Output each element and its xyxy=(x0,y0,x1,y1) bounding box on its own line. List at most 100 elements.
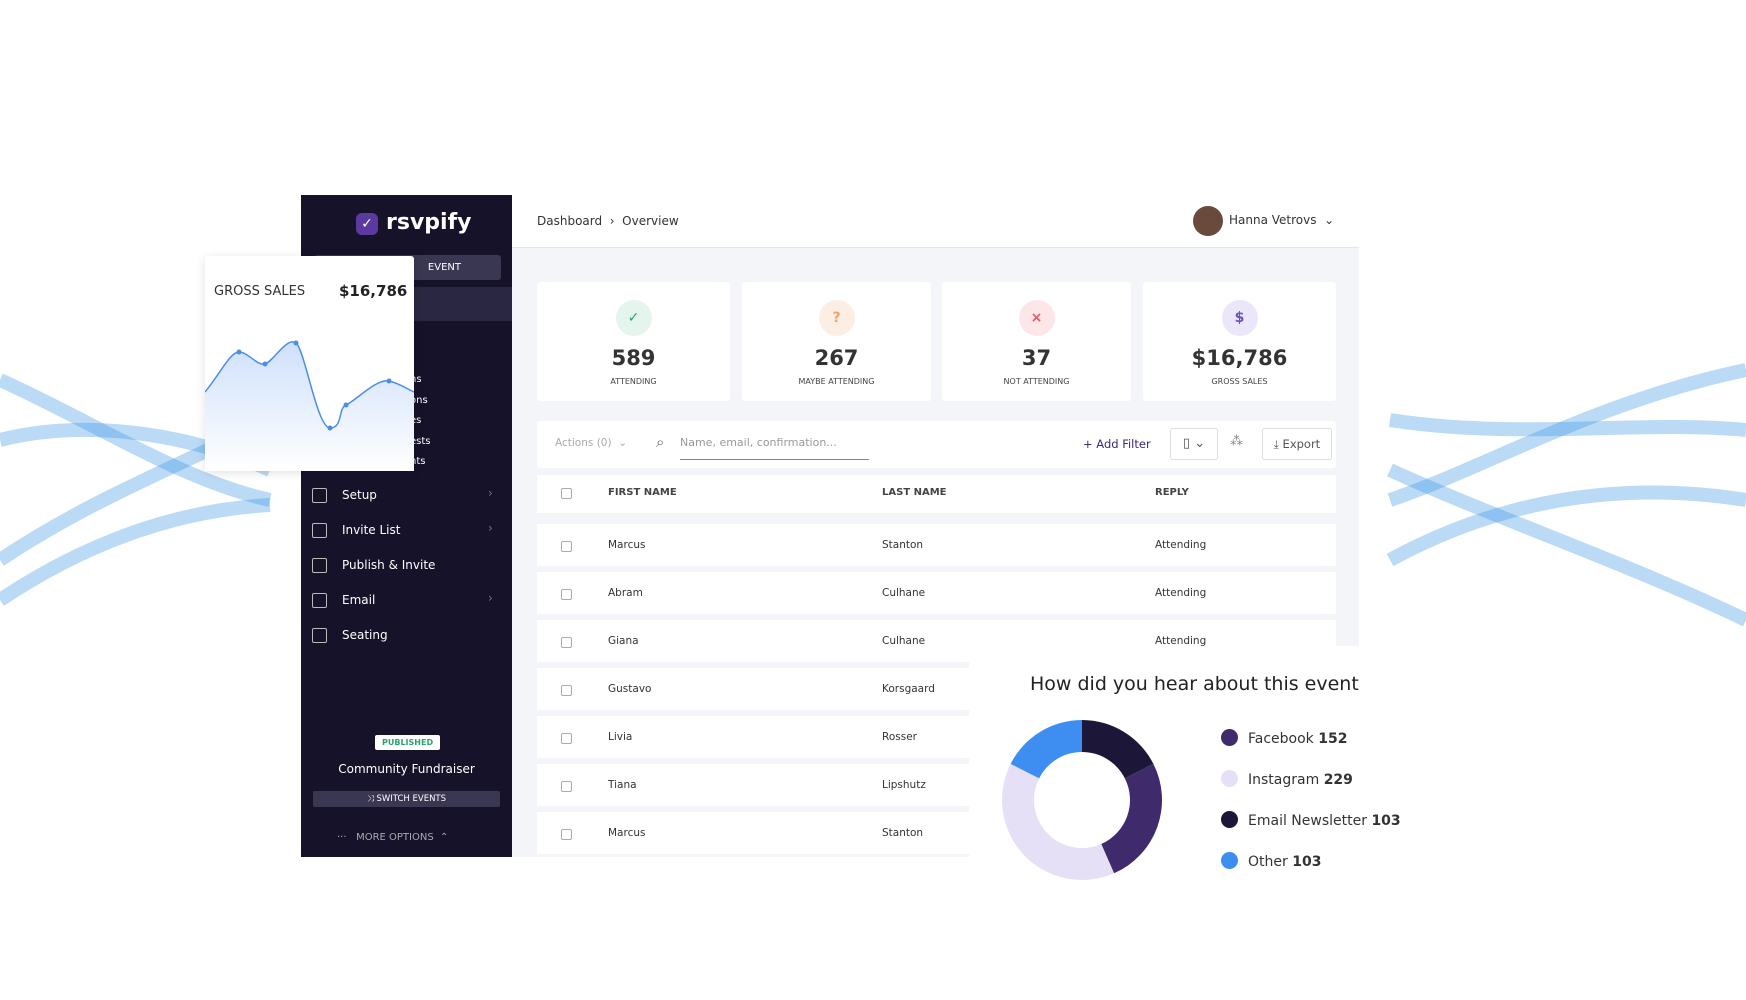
sales-value: $16,786 xyxy=(339,282,408,300)
table-cell: Lipshutz xyxy=(882,779,926,791)
legend-swatch xyxy=(1221,729,1238,746)
table-cell: Attending xyxy=(1155,539,1207,551)
checkbox[interactable] xyxy=(561,637,572,648)
search-icon: ⌕ xyxy=(656,433,665,451)
menu-icon xyxy=(312,488,327,503)
checkbox[interactable] xyxy=(561,488,572,499)
stat-label: ATTENDING xyxy=(610,377,657,386)
table-cell: Stanton xyxy=(882,539,924,551)
switch-label: SWITCH EVENTS xyxy=(376,794,447,804)
table-row xyxy=(537,572,1336,614)
column-header[interactable]: FIRST NAME xyxy=(608,487,677,498)
table-cell: Attending xyxy=(1155,587,1207,599)
search-input[interactable]: Name, email, confirmation... xyxy=(680,436,869,460)
legend-value: 152 xyxy=(1318,731,1348,747)
status-badge: PUBLISHED xyxy=(375,735,441,750)
menu-fragment: ons xyxy=(410,394,428,406)
table-cell: Tiana xyxy=(608,779,637,791)
checkbox[interactable] xyxy=(561,685,572,696)
legend-item: Facebook 152 xyxy=(1221,729,1347,747)
switch-button[interactable]: ⤨ SWITCH EVENTS xyxy=(313,791,500,807)
checkbox[interactable] xyxy=(561,589,572,600)
actions-dropdown[interactable]: Actions (0) ⌄ xyxy=(555,437,628,449)
breadcrumb-item[interactable]: Overview xyxy=(622,214,679,228)
menu-icon xyxy=(312,628,327,643)
stat-icon: ? xyxy=(818,300,855,336)
menu-item[interactable]: Seating xyxy=(342,628,388,642)
legend-label: Facebook xyxy=(1248,731,1314,747)
add-filter[interactable]: + Add Filter xyxy=(1083,437,1151,451)
table-cell: Giana xyxy=(608,635,639,647)
menu-chevron: › xyxy=(488,591,493,605)
breadcrumb-item[interactable]: Dashboard xyxy=(537,214,603,228)
table-cell: Rosser xyxy=(882,731,917,743)
legend-swatch xyxy=(1221,852,1238,869)
logo-text: rsvpify xyxy=(386,210,472,235)
donut-slice xyxy=(1002,763,1115,880)
table-cell: Korsgaard xyxy=(882,683,935,695)
breadcrumb: Dashboard › Overview xyxy=(537,214,679,228)
sales-card: GROSS SALES $16,786 xyxy=(205,256,414,471)
stat-label: NOT ATTENDING xyxy=(1003,377,1070,386)
more-label: MORE OPTIONS xyxy=(356,832,434,843)
more-options[interactable]: ··· MORE OPTIONS ⌃ xyxy=(337,832,449,843)
menu-fragment: es xyxy=(410,415,422,426)
donut-slice xyxy=(1101,763,1162,874)
stat-label: GROSS SALES xyxy=(1211,377,1268,386)
stat-icon: $ xyxy=(1221,300,1258,336)
chart-title: How did you hear about this event xyxy=(1030,673,1359,695)
donut-slice xyxy=(1082,720,1154,779)
checkbox[interactable] xyxy=(561,541,572,552)
menu-icon xyxy=(312,558,327,573)
menu-item[interactable]: Invite List xyxy=(342,523,401,537)
menu-item[interactable]: Publish & Invite xyxy=(342,558,436,572)
sparkline xyxy=(205,340,414,471)
table-row xyxy=(537,524,1336,566)
checkbox[interactable] xyxy=(561,829,572,840)
column-header[interactable]: REPLY xyxy=(1155,487,1189,498)
legend-value: 103 xyxy=(1371,813,1401,829)
legend-item: Instagram 229 xyxy=(1221,770,1353,788)
sales-label: GROSS SALES xyxy=(214,284,306,299)
user-menu[interactable]: Hanna Vetrovs ⌄ xyxy=(1229,213,1335,227)
legend-swatch xyxy=(1221,811,1238,828)
checkbox[interactable] xyxy=(561,781,572,792)
menu-icon xyxy=(312,523,327,538)
table-cell: Attending xyxy=(1155,635,1207,647)
column-header[interactable]: LAST NAME xyxy=(882,487,947,498)
table-cell: Marcus xyxy=(608,827,646,839)
donut-slice xyxy=(1010,720,1082,779)
donut-card: How did you hear about this event Facebo… xyxy=(969,646,1409,900)
export-button[interactable]: ⤓ Export xyxy=(1262,428,1332,460)
export-label: Export xyxy=(1282,437,1321,451)
group-button[interactable]: ⁂ xyxy=(1230,434,1243,449)
legend-swatch xyxy=(1221,770,1238,787)
columns-button[interactable]: ▯ ⌄ xyxy=(1170,428,1218,460)
stat-icon: ✓ xyxy=(615,300,652,336)
stat-label: MAYBE ATTENDING xyxy=(798,377,875,386)
menu-item[interactable]: Email xyxy=(342,593,376,607)
logo-icon: ✓ xyxy=(356,213,378,235)
checkbox[interactable] xyxy=(561,733,572,744)
menu-chevron: › xyxy=(488,521,493,535)
menu-chevron: › xyxy=(488,486,493,500)
table-header xyxy=(537,475,1336,513)
stat-value: $16,786 xyxy=(1191,346,1288,370)
avatar[interactable] xyxy=(1193,206,1223,236)
menu-fragment: nts xyxy=(410,456,426,467)
stat-icon: × xyxy=(1018,300,1055,336)
table-cell: Stanton xyxy=(882,827,924,839)
table-cell: Culhane xyxy=(882,635,926,647)
legend-item: Other 103 xyxy=(1221,852,1321,870)
legend-label: Email Newsletter xyxy=(1248,813,1367,829)
event-name: Community Fundraiser xyxy=(338,762,475,776)
menu-item[interactable]: Setup xyxy=(342,488,377,502)
legend-item: Email Newsletter 103 xyxy=(1221,811,1401,829)
legend-label: Other xyxy=(1248,854,1288,870)
table-cell: Livia xyxy=(608,731,633,743)
table-cell: Abram xyxy=(608,587,643,599)
actions-label: Actions (0) xyxy=(555,437,612,449)
table-cell: Marcus xyxy=(608,539,646,551)
